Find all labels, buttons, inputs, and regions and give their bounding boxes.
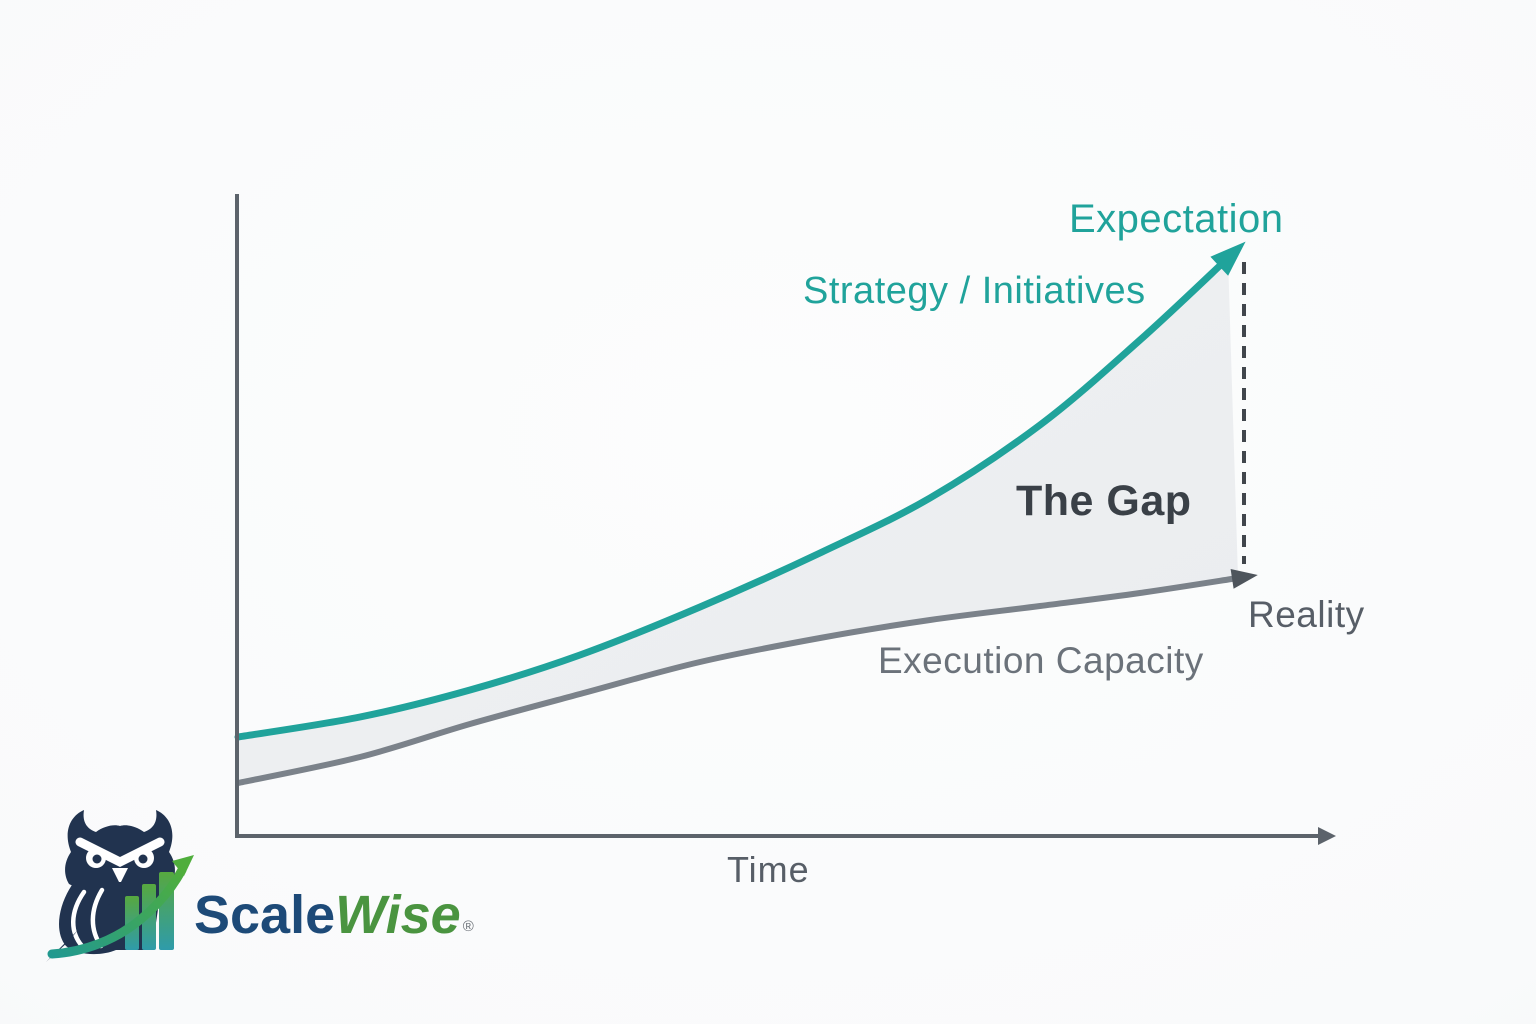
scalewise-logo: ScaleWise ® [44, 800, 514, 1000]
growth-arrow-icon [47, 855, 194, 959]
expectation-label: Expectation [1069, 197, 1284, 241]
execution-capacity-curve [235, 575, 1241, 786]
strategy-initiatives-label: Strategy / Initiatives [803, 270, 1146, 312]
owl-icon [46, 810, 175, 962]
gap-area-fill [238, 258, 1238, 783]
growth-bars-icon [108, 872, 174, 950]
expectation-curve [234, 254, 1232, 741]
execution-capacity-label: Execution Capacity [878, 640, 1204, 681]
scalewise-logo-mark [46, 810, 194, 962]
x-axis-arrowhead [1318, 827, 1336, 845]
expectation-arrowhead [1210, 241, 1246, 276]
brand-scale-text: Scale [194, 885, 336, 945]
chart-axes [235, 194, 1318, 838]
registered-trademark-symbol: ® [462, 918, 474, 935]
scalewise-wordmark: ScaleWise ® [194, 884, 474, 946]
reality-label: Reality [1248, 594, 1365, 635]
brand-wise-text: Wise [335, 885, 461, 945]
the-gap-label: The Gap [1016, 477, 1192, 525]
reality-arrowhead [1230, 569, 1258, 589]
time-axis-label: Time [727, 849, 810, 890]
